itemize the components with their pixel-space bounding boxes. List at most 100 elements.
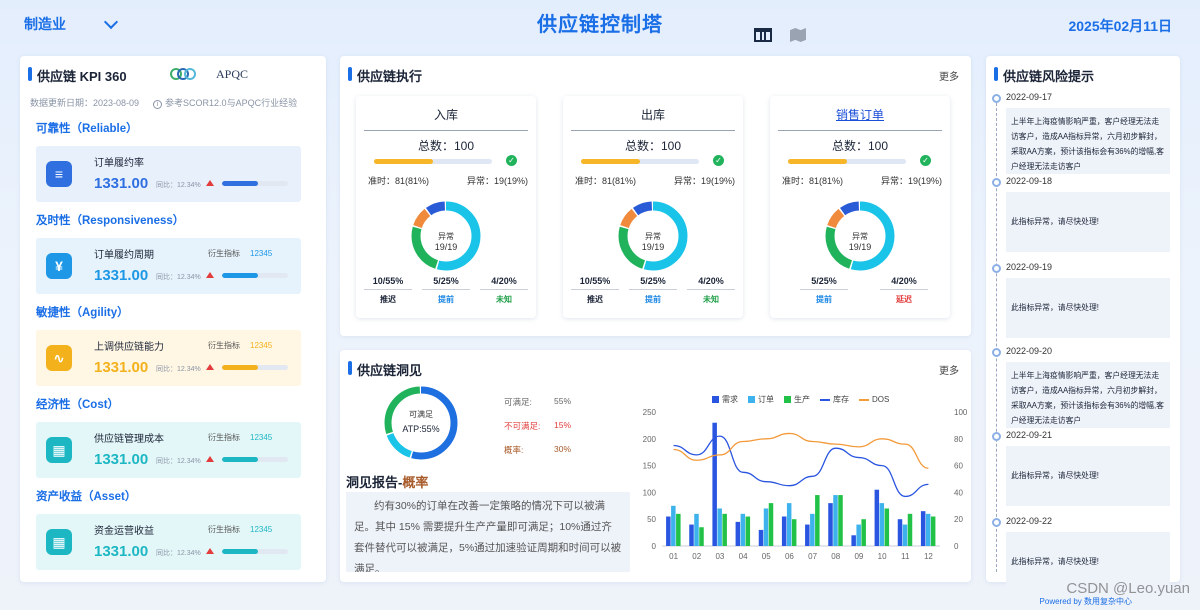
x-tick-label: 04 xyxy=(739,552,748,561)
legend-item[interactable]: DOS xyxy=(859,395,889,404)
kpi-progress-fill xyxy=(222,181,259,186)
kpi-progress-bar xyxy=(222,365,288,370)
bar-生产 xyxy=(861,519,866,546)
execution-donut-segment-0 xyxy=(825,201,895,271)
info-icon[interactable]: i xyxy=(153,100,163,109)
derived-label: 衍生指标 xyxy=(208,341,240,350)
kpi-card[interactable]: ▦ 供应链管理成本 衍生指标 12345 1331.00 同比：12.34% xyxy=(36,422,301,478)
ontime-count: 准时：81(81%) xyxy=(782,176,844,186)
more-link[interactable]: 更多 xyxy=(939,72,959,83)
risk-date: 2022-09-22 xyxy=(1006,516,1053,526)
execution-card[interactable]: 出库 总数：100 ✓ 准时：81(81%) 异常：19(19%) 异常 19/19 10/5… xyxy=(563,96,743,318)
timeline-dot-icon xyxy=(992,94,1001,103)
x-tick-label: 01 xyxy=(669,552,678,561)
execution-donut-segment-1 xyxy=(618,201,688,271)
kpi-ratio: 同比：12.34% xyxy=(156,550,201,557)
header-date: 2025年02月11日 xyxy=(1068,18,1172,34)
kpi-card[interactable]: ▦ 资金运营收益 衍生指标 12345 1331.00 同比：12.34% xyxy=(36,514,301,570)
execution-card[interactable]: 销售订单 总数：100 ✓ 准时：81(81%) 异常：19(19%) 异常 19/19 5/… xyxy=(770,96,950,318)
kpi-card[interactable]: ∿ 上调供应链能力 衍生指标 12345 1331.00 同比：12.34% xyxy=(36,330,301,386)
execution-total: 总数：100 xyxy=(417,139,475,153)
execution-card-title: 出库 xyxy=(571,106,735,131)
bar-订单 xyxy=(902,524,908,546)
execution-stat[interactable]: 5/25% 提前 xyxy=(800,276,848,305)
bar-生产 xyxy=(930,516,936,546)
atp-donut-segment-2 xyxy=(384,386,458,460)
execution-total: 总数：100 xyxy=(624,139,682,153)
bar-需求 xyxy=(666,516,671,546)
map-icon[interactable] xyxy=(790,28,806,42)
bar-生产 xyxy=(884,508,890,546)
derived-value: 12345 xyxy=(250,249,273,258)
risk-date: 2022-09-20 xyxy=(1006,346,1053,356)
more-link[interactable]: 更多 xyxy=(939,366,959,377)
risk-panel-title: 供应链风险提示 xyxy=(994,66,1094,85)
industry-selector[interactable]: 制造业 xyxy=(24,14,119,34)
trend-up-icon xyxy=(206,272,214,278)
kpi-category-label: 经济性（Cost） xyxy=(36,399,120,411)
atp-stat-label: 可满足: xyxy=(504,397,532,407)
y2-tick-label: 40 xyxy=(954,488,963,497)
execution-stat[interactable]: 4/20% 未知 xyxy=(687,276,735,305)
execution-stat[interactable]: 5/25% 提前 xyxy=(629,276,677,305)
execution-stat[interactable]: 4/20% 延迟 xyxy=(880,276,928,305)
legend-item[interactable]: 需求 xyxy=(712,394,738,405)
risk-date: 2022-09-18 xyxy=(1006,176,1053,186)
stat-label: 提前 xyxy=(438,295,454,304)
powered-by: Powered by 数用复杂中心 xyxy=(1039,597,1132,606)
execution-stat[interactable]: 5/25% 提前 xyxy=(422,276,470,305)
industry-label: 制造业 xyxy=(24,16,66,32)
kpi-ratio: 同比：12.34% xyxy=(156,366,201,373)
kpi-ratio: 同比：12.34% xyxy=(156,182,201,189)
execution-card[interactable]: 入库 总数：100 ✓ 准时：81(81%) 异常：19(19%) 异常 19/19 10/5… xyxy=(356,96,536,318)
execution-card-title: 入库 xyxy=(364,106,528,131)
execution-card-title[interactable]: 销售订单 xyxy=(778,106,942,131)
kpi-panel-title: 供应链 KPI 360 xyxy=(28,66,127,85)
table-icon[interactable] xyxy=(754,28,772,42)
handshake-icon: ∿ xyxy=(46,345,72,371)
scor-logo xyxy=(170,66,196,82)
bar-生产 xyxy=(815,495,820,546)
risk-date: 2022-09-19 xyxy=(1006,262,1053,272)
derived-indicator: 衍生指标 12345 xyxy=(208,432,272,443)
execution-stat[interactable]: 4/20% 未知 xyxy=(480,276,528,305)
check-icon: ✓ xyxy=(506,155,517,166)
atp-stat-value: 15% xyxy=(554,420,572,430)
donut-center-value: 19/19 xyxy=(434,242,458,252)
y-tick-label: 100 xyxy=(643,488,657,497)
legend-item[interactable]: 订单 xyxy=(748,394,774,405)
bar-需求 xyxy=(920,511,926,546)
bar-生产 xyxy=(745,516,751,546)
execution-stat[interactable]: 10/55% 推迟 xyxy=(364,276,412,305)
stat-label: 推迟 xyxy=(380,295,396,304)
atp-stat-row: 可满足: 55% xyxy=(504,396,571,408)
timeline-dot-icon xyxy=(992,264,1001,273)
atp-stat-row: 概率: 30% xyxy=(504,444,571,456)
report-title: 洞见报告-概率 xyxy=(346,475,429,490)
execution-stat[interactable]: 10/55% 推迟 xyxy=(571,276,619,305)
ontime-progress-bar xyxy=(788,159,906,164)
derived-indicator: 衍生指标 12345 xyxy=(208,248,272,259)
execution-donut-segment-0 xyxy=(411,201,481,271)
execution-donut-segment-0 xyxy=(618,201,688,271)
legend-swatch xyxy=(748,396,755,404)
insight-panel-title: 供应链洞见 xyxy=(348,360,422,379)
line-DOS xyxy=(673,432,929,469)
trend-up-icon xyxy=(206,548,214,554)
layers-icon: ≡ xyxy=(46,161,72,187)
timeline-dot-icon xyxy=(992,178,1001,187)
bar-需求 xyxy=(689,524,694,546)
check-icon: ✓ xyxy=(713,155,724,166)
stat-number: 10/55% xyxy=(571,276,619,290)
stat-number: 4/20% xyxy=(480,276,528,290)
kpi-card[interactable]: ¥ 订单履约周期 衍生指标 12345 1331.00 同比：12.34% xyxy=(36,238,301,294)
legend-item[interactable]: 生产 xyxy=(784,394,810,405)
bar-生产 xyxy=(699,527,704,546)
kpi-card[interactable]: ≡ 订单履约率 1331.00 同比：12.34% xyxy=(36,146,301,202)
stat-label: 提前 xyxy=(645,295,661,304)
kpi-value: 1331.00 xyxy=(94,451,149,468)
atp-center-value: ATP:55% xyxy=(402,424,440,434)
y-tick-label: 250 xyxy=(643,408,657,417)
y-tick-label: 0 xyxy=(652,542,657,551)
legend-item[interactable]: 库存 xyxy=(820,394,849,405)
